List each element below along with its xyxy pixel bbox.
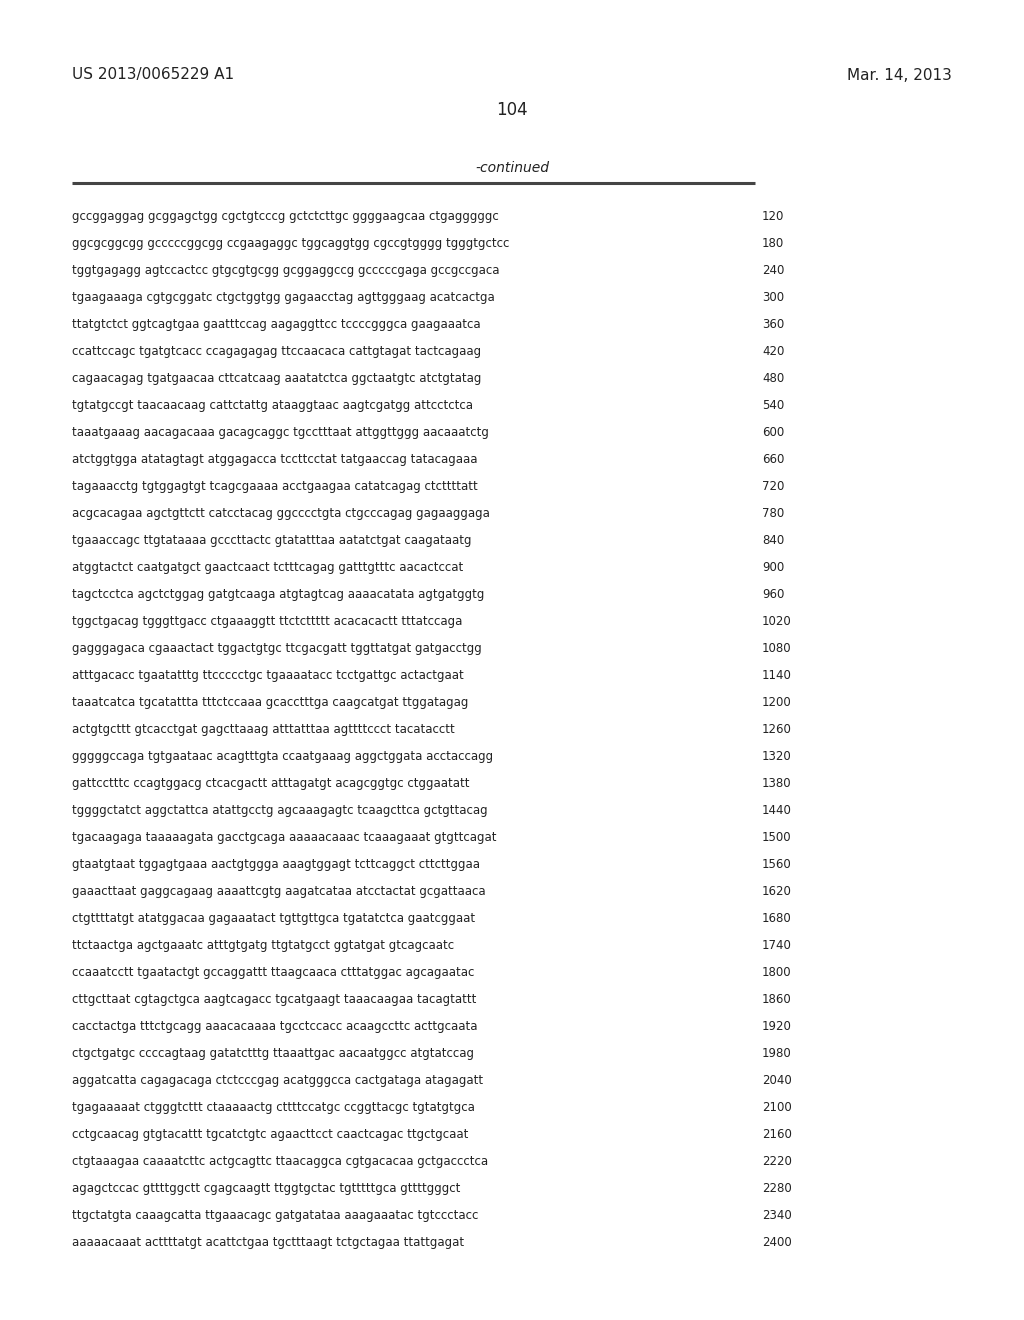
Text: 2340: 2340 bbox=[762, 1209, 792, 1222]
Text: 2100: 2100 bbox=[762, 1101, 792, 1114]
Text: 300: 300 bbox=[762, 290, 784, 304]
Text: tggtgagagg agtccactcc gtgcgtgcgg gcggaggccg gcccccgaga gccgccgaca: tggtgagagg agtccactcc gtgcgtgcgg gcggagg… bbox=[72, 264, 500, 277]
Text: 1320: 1320 bbox=[762, 750, 792, 763]
Text: 900: 900 bbox=[762, 561, 784, 574]
Text: 1800: 1800 bbox=[762, 966, 792, 979]
Text: cacctactga tttctgcagg aaacacaaaa tgcctccacc acaagccttc acttgcaata: cacctactga tttctgcagg aaacacaaaa tgcctcc… bbox=[72, 1020, 477, 1034]
Text: 1440: 1440 bbox=[762, 804, 792, 817]
Text: 1380: 1380 bbox=[762, 777, 792, 789]
Text: tgacaagaga taaaaagata gacctgcaga aaaaacaaac tcaaagaaat gtgttcagat: tgacaagaga taaaaagata gacctgcaga aaaaaca… bbox=[72, 832, 497, 843]
Text: gaaacttaat gaggcagaag aaaattcgtg aagatcataa atcctactat gcgattaaca: gaaacttaat gaggcagaag aaaattcgtg aagatca… bbox=[72, 884, 485, 898]
Text: 1920: 1920 bbox=[762, 1020, 792, 1034]
Text: gagggagaca cgaaactact tggactgtgc ttcgacgatt tggttatgat gatgacctgg: gagggagaca cgaaactact tggactgtgc ttcgacg… bbox=[72, 642, 481, 655]
Text: ccattccagc tgatgtcacc ccagagagag ttccaacaca cattgtagat tactcagaag: ccattccagc tgatgtcacc ccagagagag ttccaac… bbox=[72, 345, 481, 358]
Text: agagctccac gttttggctt cgagcaagtt ttggtgctac tgtttttgca gttttgggct: agagctccac gttttggctt cgagcaagtt ttggtgc… bbox=[72, 1181, 461, 1195]
Text: 2040: 2040 bbox=[762, 1074, 792, 1086]
Text: acgcacagaa agctgttctt catcctacag ggcccctgta ctgcccagag gagaaggaga: acgcacagaa agctgttctt catcctacag ggcccct… bbox=[72, 507, 489, 520]
Text: 840: 840 bbox=[762, 535, 784, 546]
Text: 600: 600 bbox=[762, 426, 784, 440]
Text: 1260: 1260 bbox=[762, 723, 792, 737]
Text: 1020: 1020 bbox=[762, 615, 792, 628]
Text: gtaatgtaat tggagtgaaa aactgtggga aaagtggagt tcttcaggct cttcttggaa: gtaatgtaat tggagtgaaa aactgtggga aaagtgg… bbox=[72, 858, 480, 871]
Text: 540: 540 bbox=[762, 399, 784, 412]
Text: 1560: 1560 bbox=[762, 858, 792, 871]
Text: 1080: 1080 bbox=[762, 642, 792, 655]
Text: atctggtgga atatagtagt atggagacca tccttcctat tatgaaccag tatacagaaa: atctggtgga atatagtagt atggagacca tccttcc… bbox=[72, 453, 477, 466]
Text: ccaaatcctt tgaatactgt gccaggattt ttaagcaaca ctttatggac agcagaatac: ccaaatcctt tgaatactgt gccaggattt ttaagca… bbox=[72, 966, 474, 979]
Text: tagctcctca agctctggag gatgtcaaga atgtagtcag aaaacatata agtgatggtg: tagctcctca agctctggag gatgtcaaga atgtagt… bbox=[72, 587, 484, 601]
Text: tgaaaccagc ttgtataaaa gcccttactc gtatatttaa aatatctgat caagataatg: tgaaaccagc ttgtataaaa gcccttactc gtatatt… bbox=[72, 535, 471, 546]
Text: ctgttttatgt atatggacaa gagaaatact tgttgttgca tgatatctca gaatcggaat: ctgttttatgt atatggacaa gagaaatact tgttgt… bbox=[72, 912, 475, 925]
Text: 240: 240 bbox=[762, 264, 784, 277]
Text: tgagaaaaat ctgggtcttt ctaaaaactg cttttccatgc ccggttacgc tgtatgtgca: tgagaaaaat ctgggtcttt ctaaaaactg cttttcc… bbox=[72, 1101, 475, 1114]
Text: ttctaactga agctgaaatc atttgtgatg ttgtatgcct ggtatgat gtcagcaatc: ttctaactga agctgaaatc atttgtgatg ttgtatg… bbox=[72, 939, 454, 952]
Text: atttgacacc tgaatatttg ttccccctgc tgaaaatacc tcctgattgc actactgaat: atttgacacc tgaatatttg ttccccctgc tgaaaat… bbox=[72, 669, 464, 682]
Text: tgaagaaaga cgtgcggatc ctgctggtgg gagaacctag agttgggaag acatcactga: tgaagaaaga cgtgcggatc ctgctggtgg gagaacc… bbox=[72, 290, 495, 304]
Text: 780: 780 bbox=[762, 507, 784, 520]
Text: tggggctatct aggctattca atattgcctg agcaaagagtc tcaagcttca gctgttacag: tggggctatct aggctattca atattgcctg agcaaa… bbox=[72, 804, 487, 817]
Text: cagaacagag tgatgaacaa cttcatcaag aaatatctca ggctaatgtc atctgtatag: cagaacagag tgatgaacaa cttcatcaag aaatatc… bbox=[72, 372, 481, 385]
Text: ctgtaaagaa caaaatcttc actgcagttc ttaacaggca cgtgacacaa gctgaccctca: ctgtaaagaa caaaatcttc actgcagttc ttaacag… bbox=[72, 1155, 488, 1168]
Text: 1620: 1620 bbox=[762, 884, 792, 898]
Text: Mar. 14, 2013: Mar. 14, 2013 bbox=[847, 67, 952, 82]
Text: 1980: 1980 bbox=[762, 1047, 792, 1060]
Text: ttatgtctct ggtcagtgaa gaatttccag aagaggttcc tccccgggca gaagaaatca: ttatgtctct ggtcagtgaa gaatttccag aagaggt… bbox=[72, 318, 480, 331]
Text: 360: 360 bbox=[762, 318, 784, 331]
Text: US 2013/0065229 A1: US 2013/0065229 A1 bbox=[72, 67, 234, 82]
Text: 104: 104 bbox=[497, 102, 527, 119]
Text: taaatgaaag aacagacaaa gacagcaggc tgcctttaat attggttggg aacaaatctg: taaatgaaag aacagacaaa gacagcaggc tgccttt… bbox=[72, 426, 488, 440]
Text: tggctgacag tgggttgacc ctgaaaggtt ttctcttttt acacacactt tttatccaga: tggctgacag tgggttgacc ctgaaaggtt ttctctt… bbox=[72, 615, 463, 628]
Text: 1860: 1860 bbox=[762, 993, 792, 1006]
Text: gattcctttc ccagtggacg ctcacgactt atttagatgt acagcggtgc ctggaatatt: gattcctttc ccagtggacg ctcacgactt atttaga… bbox=[72, 777, 469, 789]
Text: 420: 420 bbox=[762, 345, 784, 358]
Text: 1740: 1740 bbox=[762, 939, 792, 952]
Text: cctgcaacag gtgtacattt tgcatctgtc agaacttcct caactcagac ttgctgcaat: cctgcaacag gtgtacattt tgcatctgtc agaactt… bbox=[72, 1129, 468, 1140]
Text: tgtatgccgt taacaacaag cattctattg ataaggtaac aagtcgatgg attcctctca: tgtatgccgt taacaacaag cattctattg ataaggt… bbox=[72, 399, 473, 412]
Text: 1500: 1500 bbox=[762, 832, 792, 843]
Text: 2220: 2220 bbox=[762, 1155, 792, 1168]
Text: ctgctgatgc ccccagtaag gatatctttg ttaaattgac aacaatggcc atgtatccag: ctgctgatgc ccccagtaag gatatctttg ttaaatt… bbox=[72, 1047, 474, 1060]
Text: 1680: 1680 bbox=[762, 912, 792, 925]
Text: aggatcatta cagagacaga ctctcccgag acatgggcca cactgataga atagagatt: aggatcatta cagagacaga ctctcccgag acatggg… bbox=[72, 1074, 483, 1086]
Text: gggggccaga tgtgaataac acagtttgta ccaatgaaag aggctggata acctaccagg: gggggccaga tgtgaataac acagtttgta ccaatga… bbox=[72, 750, 494, 763]
Text: 480: 480 bbox=[762, 372, 784, 385]
Text: 1200: 1200 bbox=[762, 696, 792, 709]
Text: ggcgcggcgg gcccccggcgg ccgaagaggc tggcaggtgg cgccgtgggg tgggtgctcc: ggcgcggcgg gcccccggcgg ccgaagaggc tggcag… bbox=[72, 238, 509, 249]
Text: 1140: 1140 bbox=[762, 669, 792, 682]
Text: cttgcttaat cgtagctgca aagtcagacc tgcatgaagt taaacaagaa tacagtattt: cttgcttaat cgtagctgca aagtcagacc tgcatga… bbox=[72, 993, 476, 1006]
Text: aaaaacaaat acttttatgt acattctgaa tgctttaagt tctgctagaa ttattgagat: aaaaacaaat acttttatgt acattctgaa tgcttta… bbox=[72, 1236, 464, 1249]
Text: 960: 960 bbox=[762, 587, 784, 601]
Text: 660: 660 bbox=[762, 453, 784, 466]
Text: -continued: -continued bbox=[475, 161, 549, 176]
Text: tagaaacctg tgtggagtgt tcagcgaaaa acctgaagaa catatcagag ctcttttatt: tagaaacctg tgtggagtgt tcagcgaaaa acctgaa… bbox=[72, 480, 478, 492]
Text: actgtgcttt gtcacctgat gagcttaaag atttatttaa agttttccct tacatacctt: actgtgcttt gtcacctgat gagcttaaag atttatt… bbox=[72, 723, 455, 737]
Text: 720: 720 bbox=[762, 480, 784, 492]
Text: 2160: 2160 bbox=[762, 1129, 792, 1140]
Text: 120: 120 bbox=[762, 210, 784, 223]
Text: gccggaggag gcggagctgg cgctgtcccg gctctcttgc ggggaagcaa ctgagggggc: gccggaggag gcggagctgg cgctgtcccg gctctct… bbox=[72, 210, 499, 223]
Text: taaatcatca tgcatattta tttctccaaa gcacctttga caagcatgat ttggatagag: taaatcatca tgcatattta tttctccaaa gcacctt… bbox=[72, 696, 468, 709]
Text: atggtactct caatgatgct gaactcaact tctttcagag gatttgtttc aacactccat: atggtactct caatgatgct gaactcaact tctttca… bbox=[72, 561, 463, 574]
Text: 180: 180 bbox=[762, 238, 784, 249]
Text: ttgctatgta caaagcatta ttgaaacagc gatgatataa aaagaaatac tgtccctacc: ttgctatgta caaagcatta ttgaaacagc gatgata… bbox=[72, 1209, 478, 1222]
Text: 2400: 2400 bbox=[762, 1236, 792, 1249]
Text: 2280: 2280 bbox=[762, 1181, 792, 1195]
